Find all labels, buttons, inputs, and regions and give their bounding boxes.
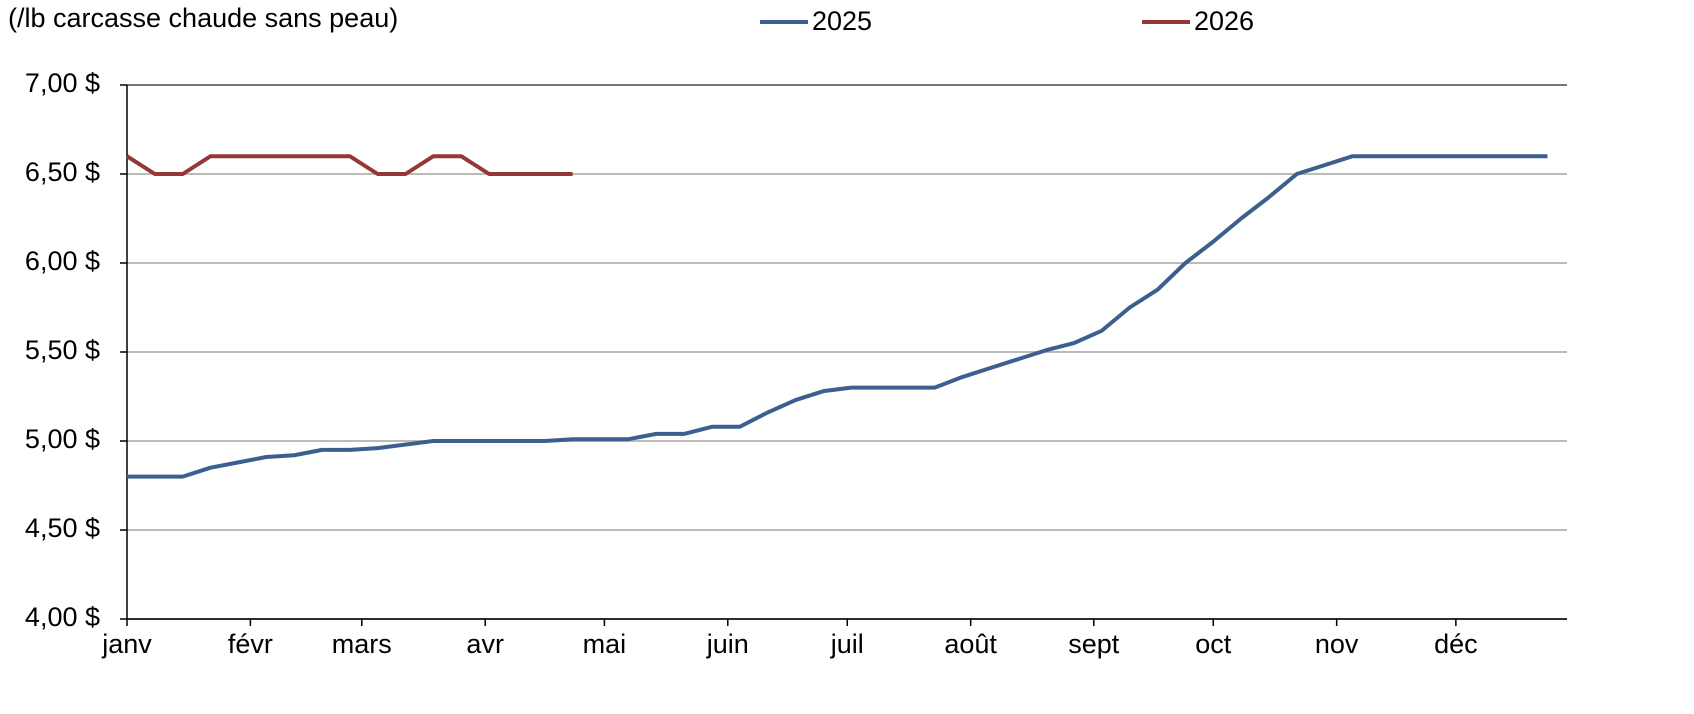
x-tick-label: févr: [228, 629, 273, 659]
chart-title: (/lb carcasse chaude sans peau): [8, 3, 398, 33]
x-tick-label: nov: [1315, 629, 1359, 659]
y-tick-label: 7,00 $: [25, 68, 100, 98]
legend-label: 2025: [812, 6, 872, 36]
y-tick-label: 6,00 $: [25, 246, 100, 276]
y-tick-label: 4,00 $: [25, 602, 100, 632]
x-tick-label: août: [944, 629, 997, 659]
x-tick-label: mars: [332, 629, 392, 659]
x-tick-label: juin: [706, 629, 749, 659]
series-line: [125, 154, 573, 176]
x-tick-label: mai: [583, 629, 627, 659]
x-tick-label: oct: [1195, 629, 1232, 659]
y-tick-label: 6,50 $: [25, 157, 100, 187]
x-tick-label: déc: [1434, 629, 1478, 659]
y-tick-label: 5,50 $: [25, 335, 100, 365]
x-tick-label: avr: [466, 629, 504, 659]
legend-label: 2026: [1194, 6, 1254, 36]
y-tick-label: 5,00 $: [25, 424, 100, 454]
series-line: [127, 154, 1548, 479]
x-tick-label: sept: [1068, 629, 1120, 659]
x-tick-label: juil: [830, 629, 864, 659]
y-tick-label: 4,50 $: [25, 513, 100, 543]
x-tick-label: janv: [101, 629, 152, 659]
